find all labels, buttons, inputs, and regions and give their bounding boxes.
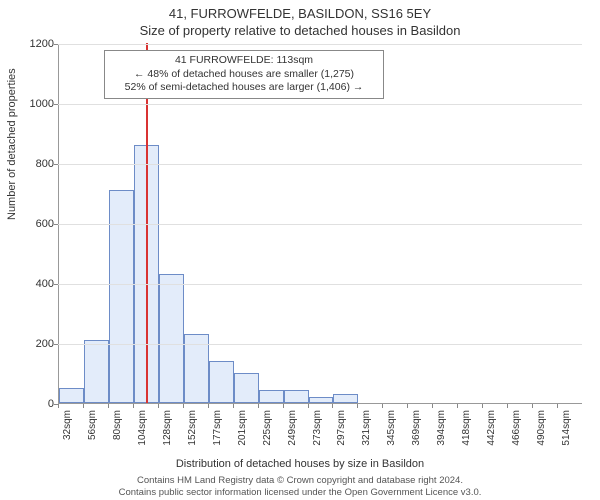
x-tick-label: 225sqm — [262, 410, 273, 446]
y-tick-label: 1000 — [14, 98, 54, 110]
x-tick-label: 345sqm — [386, 410, 397, 446]
x-tick-mark — [233, 404, 234, 408]
x-tick-mark — [283, 404, 284, 408]
y-tick-mark — [54, 44, 58, 45]
x-tick-label: 80sqm — [112, 410, 123, 440]
x-tick-label: 514sqm — [561, 410, 572, 446]
x-tick-label: 297sqm — [336, 410, 347, 446]
gridline — [58, 284, 582, 285]
x-tick-mark — [83, 404, 84, 408]
y-tick-label: 800 — [14, 158, 54, 170]
x-tick-label: 369sqm — [411, 410, 422, 446]
x-tick-label: 394sqm — [436, 410, 447, 446]
x-tick-mark — [357, 404, 358, 408]
chart-title-subtitle: Size of property relative to detached ho… — [0, 21, 600, 38]
y-tick-label: 600 — [14, 218, 54, 230]
x-tick-label: 56sqm — [87, 410, 98, 440]
x-tick-mark — [382, 404, 383, 408]
y-tick-label: 0 — [14, 398, 54, 410]
x-tick-label: 128sqm — [162, 410, 173, 446]
x-tick-label: 104sqm — [137, 410, 148, 446]
x-tick-label: 418sqm — [461, 410, 472, 446]
x-axis-label: Distribution of detached houses by size … — [0, 458, 600, 470]
gridline — [58, 224, 582, 225]
gridline — [58, 44, 582, 45]
x-tick-mark — [332, 404, 333, 408]
x-tick-mark — [183, 404, 184, 408]
x-tick-mark — [407, 404, 408, 408]
histogram-bar — [259, 390, 284, 404]
x-tick-label: 273sqm — [312, 410, 323, 446]
info-box-line3: 52% of semi-detached houses are larger (… — [111, 81, 377, 95]
x-tick-label: 442sqm — [486, 410, 497, 446]
info-box-line2: ← 48% of detached houses are smaller (1,… — [111, 68, 377, 82]
x-tick-label: 490sqm — [536, 410, 547, 446]
histogram-bar — [234, 373, 259, 403]
histogram-bar — [84, 340, 109, 403]
x-tick-mark — [432, 404, 433, 408]
footer-copyright-2: Contains public sector information licen… — [0, 487, 600, 498]
y-tick-label: 400 — [14, 278, 54, 290]
x-tick-mark — [158, 404, 159, 408]
x-tick-mark — [532, 404, 533, 408]
x-tick-label: 32sqm — [62, 410, 73, 440]
y-axis-label: Number of detached properties — [6, 68, 18, 220]
y-tick-label: 200 — [14, 338, 54, 350]
y-tick-mark — [54, 104, 58, 105]
footer-copyright-1: Contains HM Land Registry data © Crown c… — [0, 475, 600, 486]
gridline — [58, 104, 582, 105]
gridline — [58, 344, 582, 345]
y-tick-mark — [54, 284, 58, 285]
histogram-bar — [333, 394, 358, 403]
histogram-bar — [109, 190, 134, 403]
y-tick-mark — [54, 224, 58, 225]
x-tick-mark — [507, 404, 508, 408]
histogram-bar — [209, 361, 234, 403]
y-tick-label: 1200 — [14, 38, 54, 50]
gridline — [58, 164, 582, 165]
info-box-line1: 41 FURROWFELDE: 113sqm — [111, 54, 377, 68]
x-tick-mark — [208, 404, 209, 408]
x-tick-mark — [557, 404, 558, 408]
x-tick-label: 249sqm — [287, 410, 298, 446]
x-tick-label: 201sqm — [237, 410, 248, 446]
x-tick-label: 152sqm — [187, 410, 198, 446]
histogram-bar — [59, 388, 84, 403]
x-tick-label: 177sqm — [212, 410, 223, 446]
y-tick-mark — [54, 164, 58, 165]
x-tick-mark — [457, 404, 458, 408]
chart-title-address: 41, FURROWFELDE, BASILDON, SS16 5EY — [0, 0, 600, 21]
histogram-bar — [309, 397, 334, 403]
x-tick-mark — [308, 404, 309, 408]
x-tick-mark — [258, 404, 259, 408]
histogram-bar — [284, 390, 309, 404]
x-tick-label: 321sqm — [361, 410, 372, 446]
histogram-bar — [159, 274, 184, 403]
y-tick-mark — [54, 344, 58, 345]
property-info-box: 41 FURROWFELDE: 113sqm← 48% of detached … — [104, 50, 384, 99]
x-tick-mark — [108, 404, 109, 408]
x-tick-mark — [133, 404, 134, 408]
x-tick-mark — [58, 404, 59, 408]
x-tick-mark — [482, 404, 483, 408]
x-tick-label: 466sqm — [511, 410, 522, 446]
